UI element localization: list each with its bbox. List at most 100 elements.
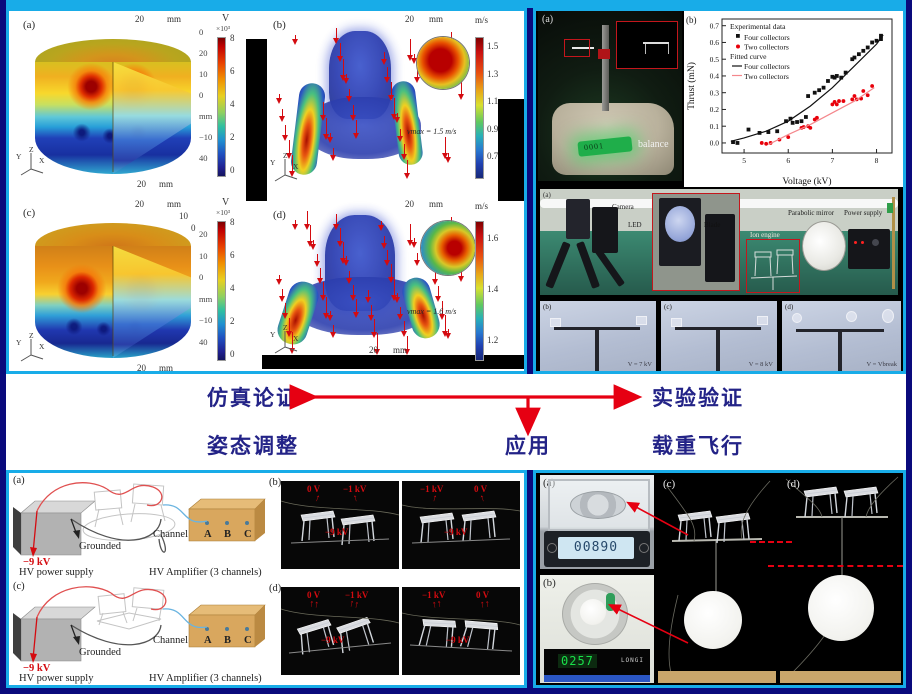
velocity-arrow [404, 159, 411, 179]
velocity-arrow [435, 286, 442, 303]
payload-ball [684, 591, 742, 649]
flyer-art [402, 504, 520, 544]
velocity-arrow [285, 139, 292, 159]
data-point [837, 99, 841, 103]
volt-bottom: −9 kV [321, 635, 345, 645]
velocity-arrow [380, 235, 387, 249]
colorbar-a [217, 37, 226, 177]
velocity-arrow [394, 113, 401, 124]
thrust-voltage-chart: 0.0 0.1 0.2 0.3 0.4 0.5 0.6 0.7 5 6 7 8 Voltage (kV)… [684, 11, 903, 187]
label-simulation: 仿真论证 [207, 386, 299, 410]
tick-label: 20 [199, 48, 208, 58]
x-tick-label: 6 [786, 156, 790, 165]
flyer-art [281, 500, 399, 546]
ion-engine-callout: Ion engine [750, 231, 780, 239]
data-point [879, 33, 883, 38]
tick-label: 1.4 [487, 284, 499, 294]
data-point [817, 88, 822, 93]
y-axis-label: Thrust (mN) [686, 62, 697, 110]
panel-a-top-axis: 20 [135, 14, 144, 24]
colorbar-c-title: V [222, 197, 230, 208]
x-tick-label: 8 [875, 156, 879, 165]
balance-pole [602, 25, 609, 111]
volt-left: −1 kV [422, 590, 446, 600]
frame-top-accent [0, 0, 912, 8]
data-point [843, 70, 848, 75]
velocity-arrow [275, 93, 282, 104]
power-dial [872, 239, 879, 246]
panel-c-bottom-axis: 20 [137, 363, 146, 373]
led-callout: LED [628, 221, 642, 229]
circuit-diagram-a: (a) [11, 475, 269, 578]
schlieren-caption: V = 7 kV [627, 361, 652, 368]
zoom-inset-box [616, 21, 678, 69]
data-point [731, 140, 735, 145]
data-point [784, 119, 788, 124]
y-tick-label: 0.7 [710, 21, 720, 30]
panel-d-label: (d) [273, 209, 286, 221]
circuit-diagram-c: (c) [11, 581, 269, 684]
tick-label: 1.5 [487, 41, 499, 51]
velocity-arrow [349, 104, 356, 121]
balance-photo: (a) 0001 balance [538, 11, 682, 181]
y-tick-label: 0.4 [710, 72, 720, 81]
flyer-right [636, 316, 647, 325]
triad-x: X [39, 342, 45, 351]
volt-arrow: ↑↑ [479, 598, 491, 611]
triad-x: X [39, 156, 45, 165]
tick-label: mm [199, 111, 213, 121]
triad-y: Y [16, 152, 22, 161]
velocity-arrow [320, 282, 327, 302]
velocity-arrow [278, 288, 285, 302]
tick-label: 1.3 [487, 68, 499, 79]
velocity-arrow [313, 253, 320, 267]
velocity-arrow [390, 278, 397, 301]
flyer-art [402, 612, 520, 654]
beam-stem [595, 327, 599, 371]
channel-label: Channel [153, 529, 188, 540]
setup-label: (a) [543, 191, 551, 199]
vmax-label-d: vmax = 1.6 m/s [407, 307, 457, 316]
velocity-arrow [323, 296, 330, 319]
data-point [759, 141, 764, 145]
tick-label: 0.7 [487, 151, 499, 161]
velocity-arrow [353, 299, 359, 319]
data-point [775, 129, 780, 134]
data-point [865, 45, 870, 50]
fit-line-two-collectors [768, 87, 875, 146]
tick-label: 8 [230, 33, 235, 43]
tick-label: 6 [230, 66, 235, 76]
velocity-arrow [410, 238, 417, 249]
velocity-field-d [273, 211, 467, 361]
panel-b-top-unit: mm [429, 14, 444, 24]
velocity-arrow [364, 290, 371, 304]
triad-z: Z [283, 323, 288, 332]
data-point [806, 94, 811, 98]
velocity-arrow [353, 120, 359, 140]
tick-label: 10 [199, 250, 208, 261]
photo-label: (d) [787, 478, 800, 490]
pole-red-clamp [598, 49, 610, 59]
colorbar-b-ticks: 1.5 1.3 1.1 0.9 0.7 [487, 41, 498, 161]
panel-c-tick-10: 10 [179, 211, 188, 221]
data-point [870, 40, 875, 45]
triad-z: Z [29, 145, 34, 154]
legend-marker-square [736, 34, 740, 38]
data-point [874, 38, 879, 43]
legend-marker-circle [736, 44, 740, 49]
volt-arrow: ↑↑ [431, 598, 443, 611]
inset-thruster [643, 42, 669, 44]
flyer-art [281, 608, 399, 656]
panel-a-top-unit: mm [167, 14, 182, 24]
velocity-arrow [343, 74, 350, 85]
frame-gap-top [527, 8, 533, 374]
velocity-arrow [303, 211, 310, 230]
frame-left [0, 0, 6, 694]
velocity-arrow [333, 213, 340, 230]
lcd-display: 00890 [558, 537, 634, 559]
flyer-mid [846, 311, 857, 322]
axis-triad-a: Z Y X [16, 145, 47, 177]
velocity-arrow [346, 270, 353, 284]
altitude-line-lower [768, 565, 903, 567]
velocity-arrow [349, 285, 356, 302]
